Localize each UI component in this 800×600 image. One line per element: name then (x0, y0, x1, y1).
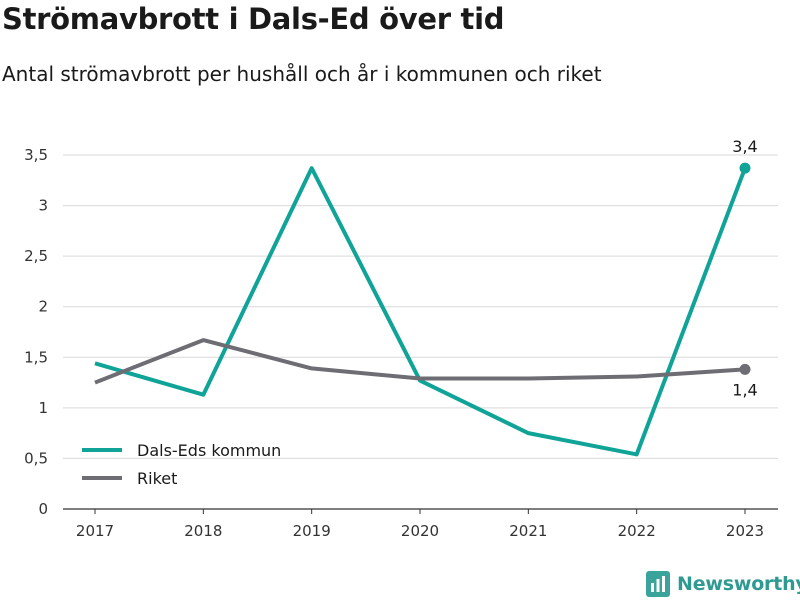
gridlines (63, 154, 778, 510)
brand-name: Newsworthy (677, 573, 800, 595)
chart-subtitle: Antal strömavbrott per hushåll och år i … (2, 62, 602, 86)
x-axis: 2017 2018 2019 2020 2021 2022 2023 (76, 509, 764, 540)
y-tick-label: 1,5 (24, 348, 48, 366)
x-tick-label: 2020 (401, 522, 439, 540)
series-line-2 (94, 338, 746, 385)
series-lines: 3,4 1,4 (94, 137, 758, 457)
x-tick-label: 2017 (76, 522, 114, 540)
legend: Dals-Eds kommun Riket (82, 441, 281, 488)
legend-label-1: Dals-Eds kommun (137, 441, 281, 460)
x-tick-label: 2021 (509, 522, 547, 540)
series-end-point-2 (739, 363, 751, 375)
x-tick-label: 2023 (726, 522, 764, 540)
y-axis: 0 0,5 1 1,5 2 2,5 3 3,5 (24, 146, 48, 518)
chart-title: Strömavbrott i Dals-Ed över tid (2, 2, 505, 36)
y-tick-label: 1 (38, 399, 48, 417)
newsworthy-logo-icon (646, 571, 670, 597)
y-tick-label: 0,5 (24, 449, 48, 467)
y-tick-label: 3 (38, 197, 48, 215)
series-end-point-1 (739, 162, 751, 174)
y-tick-label: 0 (38, 500, 48, 518)
legend-label-2: Riket (137, 469, 177, 488)
x-tick-label: 2022 (618, 522, 656, 540)
y-tick-label: 2 (38, 298, 48, 316)
y-tick-label: 3,5 (24, 146, 48, 164)
x-tick-label: 2019 (293, 522, 331, 540)
series-end-label-1: 3,4 (732, 137, 757, 156)
newsworthy-brand: Newsworthy (646, 570, 800, 598)
y-tick-label: 2,5 (24, 247, 48, 265)
series-end-label-2: 1,4 (732, 380, 757, 399)
x-tick-label: 2018 (184, 522, 222, 540)
series-line-1 (94, 166, 747, 457)
